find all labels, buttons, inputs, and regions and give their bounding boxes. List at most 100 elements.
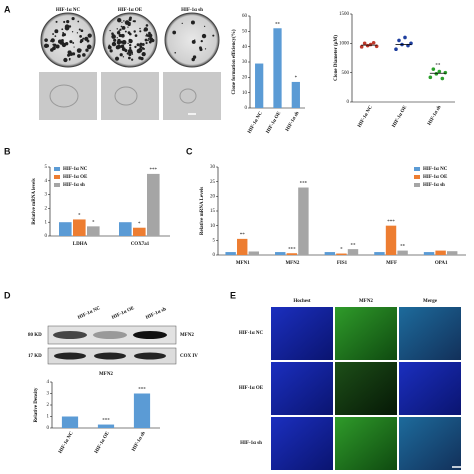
protein-label: COX IV	[180, 354, 198, 359]
bar	[255, 63, 264, 108]
significance: ***	[300, 182, 308, 187]
colony	[53, 43, 57, 47]
panel-letter: B	[4, 146, 11, 156]
colony	[124, 30, 127, 33]
colony	[120, 44, 125, 49]
colony	[204, 48, 207, 50]
colony	[54, 29, 59, 34]
colony	[62, 32, 65, 35]
colony	[134, 34, 138, 37]
x-tick-label: FIS1	[337, 261, 348, 266]
y-tick-label: 5	[213, 238, 216, 243]
bar	[87, 226, 100, 236]
y-tick-label: 0	[47, 426, 50, 431]
colony	[77, 54, 81, 58]
legend-swatch	[54, 175, 60, 179]
colony	[52, 33, 55, 35]
significance: ***	[387, 220, 395, 225]
colony	[136, 48, 142, 54]
bar	[97, 424, 115, 428]
bar	[275, 252, 286, 255]
lane-label: HIF-1α OE	[111, 306, 136, 321]
colony	[55, 44, 60, 49]
y-tick-label: 30	[210, 165, 216, 170]
colony	[174, 52, 176, 54]
fluorescence-image	[335, 362, 397, 415]
colony	[139, 47, 141, 50]
x-tick-label: MFN1	[236, 261, 250, 266]
image-label: HIF-1α sh	[181, 8, 203, 13]
colony	[128, 32, 132, 36]
colony	[148, 40, 152, 44]
bar	[286, 253, 298, 255]
bar	[133, 227, 146, 236]
bar	[347, 249, 359, 255]
legend-label: HIF-1α sh	[423, 183, 445, 188]
colony	[67, 53, 71, 57]
colony	[109, 49, 113, 53]
x-tick-label: HIF-1α sh	[427, 105, 442, 127]
point	[440, 76, 445, 81]
colony	[128, 53, 132, 57]
y-tick-label: 500	[342, 71, 350, 76]
colony	[76, 32, 79, 34]
x-tick-label: HIF-1α OE	[392, 105, 409, 129]
legend-label: HIF-1α sh	[63, 183, 85, 188]
significance: ***	[288, 247, 296, 252]
row-label: HIF-1α sh	[240, 441, 262, 446]
colony	[118, 33, 122, 38]
legend-swatch	[54, 167, 60, 171]
colony	[132, 20, 135, 23]
colony	[201, 33, 207, 39]
bar	[423, 252, 435, 255]
y-tick-label: 20	[242, 75, 248, 80]
colony	[119, 28, 122, 31]
y-axis-label: Clone formation efficiency(%)	[232, 29, 237, 94]
point	[362, 41, 367, 46]
bar	[397, 250, 408, 255]
fluorescence-image	[399, 362, 461, 415]
colony	[138, 44, 140, 47]
colony	[68, 25, 72, 28]
y-tick-label: 3	[45, 193, 48, 198]
significance: **	[435, 63, 441, 68]
legend-swatch	[414, 183, 420, 187]
colony	[69, 40, 73, 44]
point	[431, 67, 436, 71]
colony	[54, 35, 57, 38]
colony	[72, 42, 75, 44]
significance: *	[92, 220, 95, 225]
bar	[73, 219, 86, 236]
colony	[86, 49, 89, 52]
y-tick-label: 4	[47, 380, 50, 385]
colony	[142, 47, 146, 50]
colony	[134, 45, 137, 49]
bar	[133, 393, 151, 428]
chart-title: MFN2	[99, 372, 113, 377]
x-tick-label: HIF-1α OE	[94, 431, 111, 455]
band	[134, 352, 166, 360]
band	[133, 331, 167, 339]
fluorescence-image	[399, 417, 461, 470]
band	[93, 331, 127, 339]
colony	[131, 53, 134, 55]
x-tick-label: HIF-1α NC	[357, 105, 374, 129]
bar	[435, 250, 446, 255]
colony	[129, 16, 132, 20]
y-tick-label: 40	[242, 45, 248, 50]
x-tick-label: COX7a1	[131, 242, 150, 247]
colony	[50, 38, 55, 43]
y-tick-label: 50	[242, 29, 248, 34]
colony	[71, 17, 75, 21]
colony	[116, 37, 118, 39]
bar	[59, 222, 72, 236]
colony	[119, 53, 123, 57]
colony	[65, 42, 69, 46]
point	[397, 38, 401, 43]
significance: ***	[150, 168, 158, 173]
colony	[80, 38, 84, 43]
colony	[129, 46, 132, 50]
significance: *	[295, 76, 298, 81]
colony	[127, 42, 129, 45]
colony	[116, 28, 118, 30]
